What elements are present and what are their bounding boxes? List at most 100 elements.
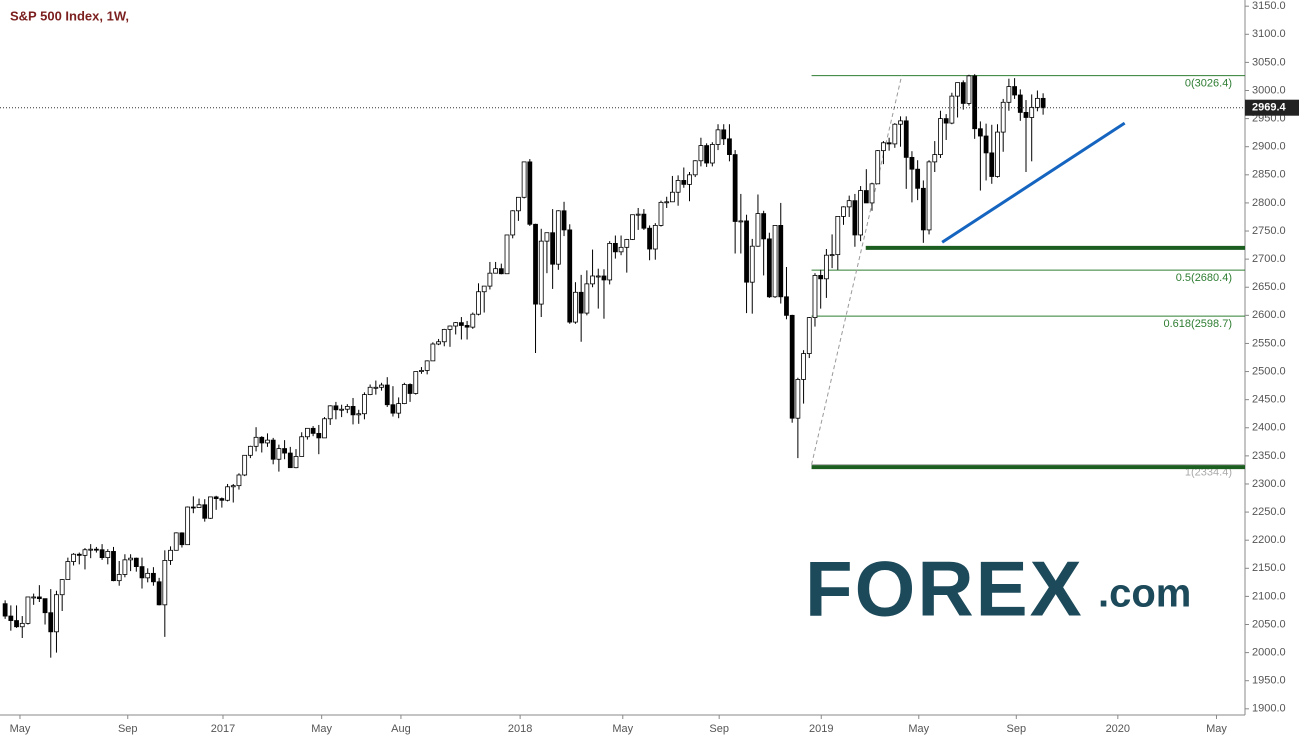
chart-title: S&P 500 Index, 1W, bbox=[10, 8, 129, 23]
candle-body bbox=[168, 549, 173, 561]
candle-body bbox=[1012, 86, 1017, 96]
y-tick-label: 2250.0 bbox=[1252, 506, 1286, 518]
candle-body bbox=[869, 183, 875, 204]
candle-body bbox=[1035, 97, 1040, 108]
candle-body bbox=[709, 144, 715, 164]
candle-body bbox=[54, 594, 59, 633]
candle-body bbox=[253, 436, 259, 447]
candle-body bbox=[133, 557, 139, 568]
candle-body bbox=[801, 353, 806, 380]
candle-body bbox=[470, 313, 476, 328]
trendline bbox=[941, 121, 1126, 244]
candle-body bbox=[447, 325, 453, 330]
candle-body bbox=[453, 322, 459, 327]
candle-body bbox=[299, 436, 305, 457]
y-tick-label: 1950.0 bbox=[1252, 675, 1286, 687]
candle-body bbox=[373, 386, 379, 389]
candle-body bbox=[766, 238, 772, 298]
candle-body bbox=[909, 156, 915, 170]
candle-body bbox=[413, 371, 419, 394]
candle-body bbox=[350, 406, 356, 416]
candle-body bbox=[795, 379, 801, 419]
candle-body bbox=[401, 384, 407, 404]
candle-body bbox=[607, 242, 613, 281]
candle-body bbox=[806, 317, 812, 354]
y-tick-label: 2800.0 bbox=[1252, 197, 1286, 209]
candle-body bbox=[407, 384, 413, 394]
candle-body bbox=[886, 142, 892, 145]
candle-body bbox=[8, 615, 14, 621]
candle-body bbox=[704, 145, 710, 164]
candle-body bbox=[270, 439, 276, 460]
candle-body bbox=[145, 572, 151, 579]
candle-body bbox=[846, 200, 852, 208]
candle-body bbox=[116, 574, 122, 582]
y-tick-label: 2850.0 bbox=[1252, 169, 1286, 181]
candle-body bbox=[76, 553, 82, 556]
candle-body bbox=[498, 268, 504, 275]
y-tick-label: 3100.0 bbox=[1252, 28, 1286, 40]
y-tick-label: 2600.0 bbox=[1252, 309, 1286, 321]
candle-body bbox=[481, 285, 487, 293]
candle-body bbox=[367, 386, 373, 395]
candle-body bbox=[14, 620, 19, 628]
x-tick-label: May bbox=[908, 723, 929, 735]
candle-body bbox=[658, 201, 664, 226]
candle-body bbox=[122, 559, 128, 575]
candle-body bbox=[630, 214, 635, 240]
candle-body bbox=[789, 314, 795, 419]
candle-body bbox=[698, 145, 704, 162]
x-tick-label: May bbox=[1206, 723, 1227, 735]
candle-body bbox=[242, 454, 248, 476]
candle-body bbox=[521, 161, 527, 198]
candle-body bbox=[601, 275, 607, 281]
candle-body bbox=[36, 596, 42, 600]
candle-body bbox=[578, 291, 584, 314]
candle-body bbox=[111, 551, 116, 582]
candle-body bbox=[858, 190, 864, 236]
last-price-box bbox=[1245, 99, 1299, 116]
x-tick-label: Aug bbox=[391, 723, 411, 735]
candle-body bbox=[835, 216, 841, 256]
y-tick-label: 2100.0 bbox=[1252, 590, 1286, 602]
candle-body bbox=[852, 200, 858, 236]
candle-body bbox=[71, 553, 76, 562]
candle-body bbox=[692, 160, 698, 176]
candle-body bbox=[533, 223, 538, 305]
candle-body bbox=[213, 496, 219, 499]
candle-body bbox=[664, 201, 670, 204]
candle-body bbox=[561, 210, 567, 231]
candle-body bbox=[1017, 94, 1023, 113]
candle-body bbox=[550, 232, 556, 265]
candle-body bbox=[841, 206, 846, 217]
x-tick-label: 2020 bbox=[1106, 723, 1130, 735]
candle-body bbox=[1000, 101, 1006, 133]
x-tick-label: 2018 bbox=[508, 723, 532, 735]
candle-body bbox=[230, 485, 236, 488]
y-tick-label: 1900.0 bbox=[1252, 703, 1286, 715]
x-tick-label: Sep bbox=[709, 723, 729, 735]
candle-body bbox=[31, 596, 37, 599]
candle-body bbox=[25, 596, 31, 624]
candle-body bbox=[190, 506, 196, 509]
candle-body bbox=[236, 474, 242, 487]
candle-body bbox=[139, 566, 145, 579]
candle-body bbox=[162, 560, 168, 606]
candle-body bbox=[436, 341, 441, 345]
candle-body bbox=[538, 240, 544, 305]
candle-body bbox=[949, 95, 955, 124]
candle-body bbox=[727, 138, 732, 155]
y-tick-label: 2500.0 bbox=[1252, 365, 1286, 377]
candle-body bbox=[903, 120, 909, 158]
logo-brand: FOREX bbox=[805, 545, 1084, 633]
candle-body bbox=[282, 448, 287, 454]
candle-body bbox=[567, 229, 573, 323]
candle-body bbox=[1006, 86, 1012, 103]
candle-body bbox=[624, 239, 630, 248]
candle-body bbox=[2, 603, 8, 617]
candle-body bbox=[687, 174, 692, 185]
candle-body bbox=[881, 142, 886, 152]
candle-body bbox=[322, 418, 327, 439]
candle-body bbox=[966, 75, 972, 104]
candle-body bbox=[327, 405, 333, 420]
